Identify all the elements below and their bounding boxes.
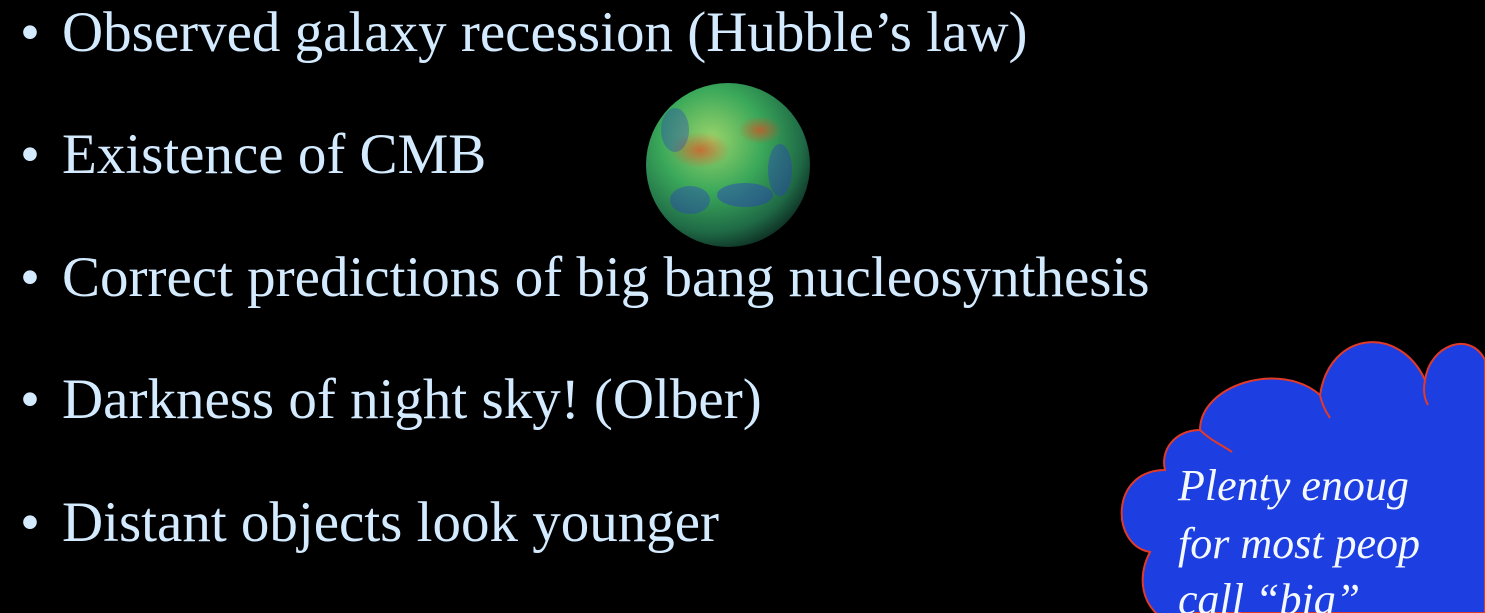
bullet-list: • Observed galaxy recession (Hubble’s law…	[20, 1, 1150, 554]
bullet-symbol: •	[20, 368, 40, 431]
callout-line: call “big”	[1178, 575, 1360, 613]
bullet-text: Observed galaxy recession (Hubble’s law)	[62, 1, 1028, 64]
cloud	[1120, 341, 1485, 613]
callout-line: for most peop	[1178, 519, 1420, 568]
cmb-sphere	[646, 83, 810, 247]
bullet-symbol: •	[20, 123, 40, 186]
callout-text: Plenty enoug for most peop call “big”	[1177, 461, 1420, 613]
callout-line: Plenty enoug	[1177, 461, 1409, 510]
bullet-symbol: •	[20, 246, 40, 309]
bullet-text: Correct predictions of big bang nucleosy…	[62, 246, 1150, 309]
bullet-symbol: •	[20, 491, 40, 554]
bullet-symbol: •	[20, 1, 40, 64]
bullet-text: Distant objects look younger	[62, 491, 719, 554]
cloud-fold	[1199, 379, 1429, 453]
bullet-text: Darkness of night sky! (Olber)	[62, 368, 762, 431]
bullet-text: Existence of CMB	[62, 123, 486, 186]
